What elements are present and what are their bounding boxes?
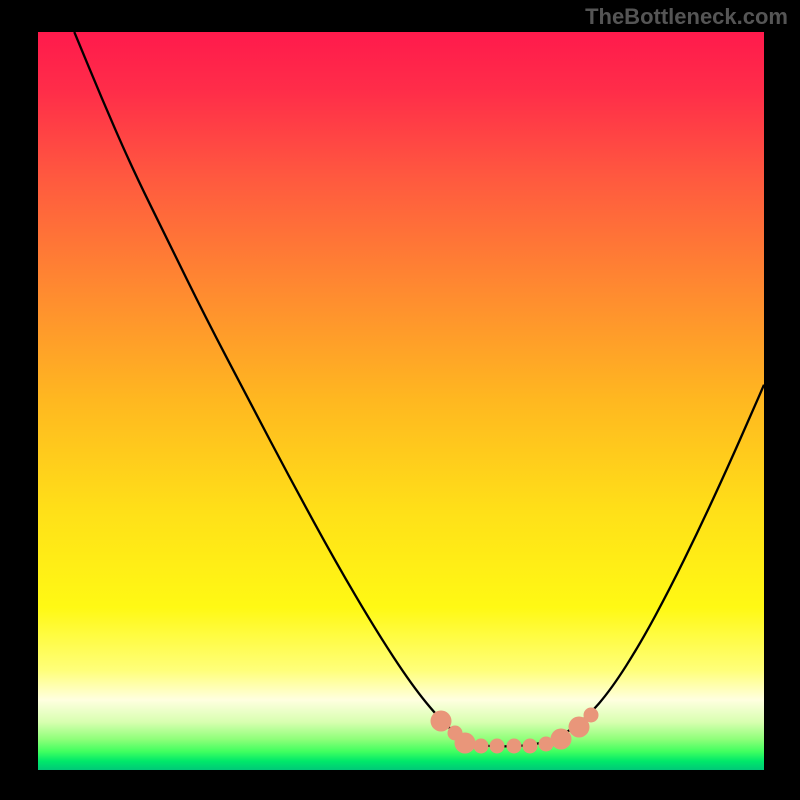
chart-container: TheBottleneck.com: [0, 0, 800, 800]
watermark-text: TheBottleneck.com: [585, 4, 788, 30]
data-marker: [454, 733, 475, 754]
chart-svg: [38, 32, 764, 770]
data-marker: [489, 739, 504, 754]
data-marker: [506, 739, 521, 754]
plot-area: [38, 32, 764, 770]
data-marker: [473, 739, 488, 754]
data-marker: [550, 729, 571, 750]
gradient-background: [38, 32, 764, 770]
data-marker: [523, 738, 538, 753]
data-marker: [584, 707, 599, 722]
